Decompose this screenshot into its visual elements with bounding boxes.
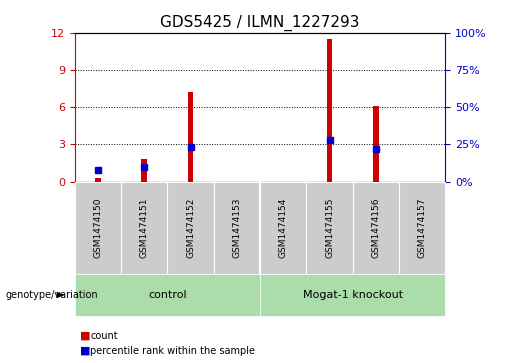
Text: GSM1474150: GSM1474150 xyxy=(93,197,102,258)
Text: GSM1474155: GSM1474155 xyxy=(325,197,334,258)
Text: genotype/variation: genotype/variation xyxy=(5,290,98,300)
Title: GDS5425 / ILMN_1227293: GDS5425 / ILMN_1227293 xyxy=(160,15,360,31)
Text: Mogat-1 knockout: Mogat-1 knockout xyxy=(303,290,403,300)
Bar xyxy=(188,92,193,182)
Text: GSM1474154: GSM1474154 xyxy=(279,197,288,258)
Bar xyxy=(373,106,379,182)
Bar xyxy=(95,178,100,182)
Text: control: control xyxy=(148,290,186,300)
Text: GSM1474156: GSM1474156 xyxy=(371,197,381,258)
Text: ■: ■ xyxy=(80,346,90,356)
Text: GSM1474152: GSM1474152 xyxy=(186,197,195,258)
Text: count: count xyxy=(90,331,118,341)
Bar xyxy=(142,159,147,182)
Text: GSM1474157: GSM1474157 xyxy=(418,197,427,258)
Text: GSM1474151: GSM1474151 xyxy=(140,197,149,258)
Text: percentile rank within the sample: percentile rank within the sample xyxy=(90,346,255,356)
Text: GSM1474153: GSM1474153 xyxy=(232,197,242,258)
Text: ■: ■ xyxy=(80,331,90,341)
Bar xyxy=(327,39,332,182)
